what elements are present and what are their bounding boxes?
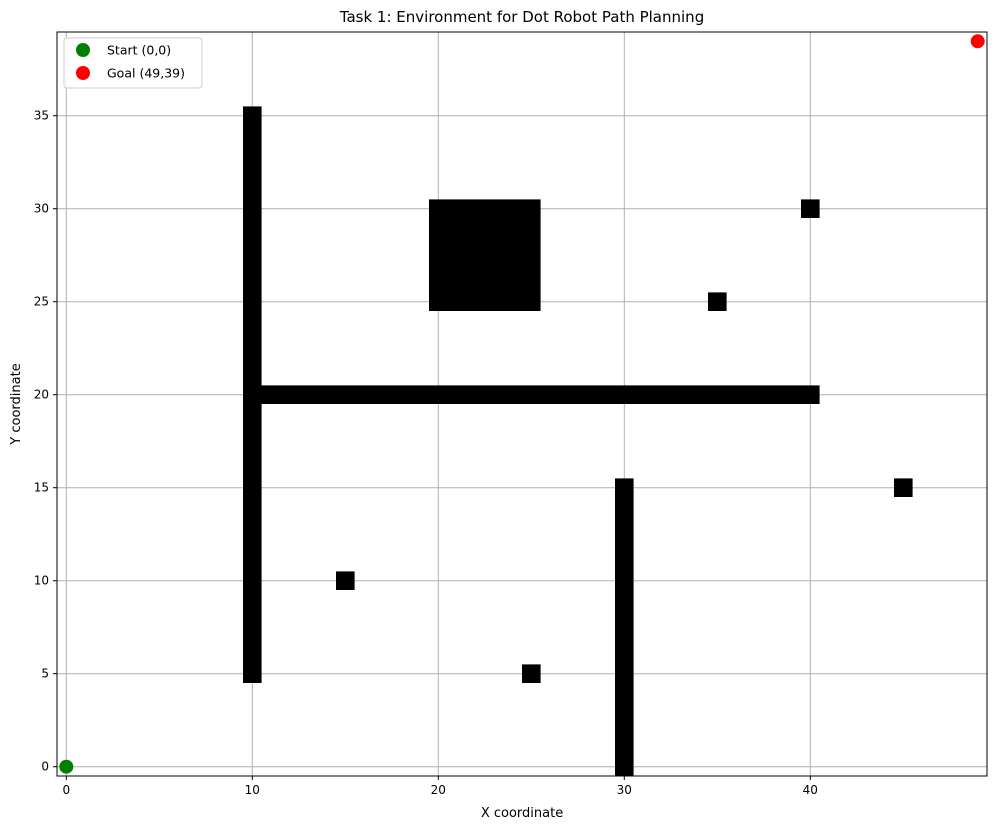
obstacle — [615, 478, 634, 776]
legend-goal-label: Goal (49,39) — [107, 66, 185, 81]
tick-layer: 0 10 20 30 40 0 5 10 15 20 25 30 35 — [34, 109, 818, 797]
goal-point — [970, 34, 985, 49]
x-tick-label: 40 — [803, 783, 818, 797]
obstacle — [336, 571, 355, 590]
obstacle — [429, 199, 541, 311]
obstacle — [708, 292, 727, 311]
y-tick-label: 20 — [34, 388, 49, 402]
chart-title: Task 1: Environment for Dot Robot Path P… — [339, 8, 704, 26]
y-tick-label: 35 — [34, 109, 49, 123]
y-tick-label: 30 — [34, 202, 49, 216]
legend-start-label: Start (0,0) — [107, 43, 171, 58]
obstacle — [894, 478, 913, 497]
legend-start-marker — [76, 43, 90, 57]
start-point — [59, 759, 74, 774]
y-axis-label: Y coordinate — [9, 363, 24, 445]
y-tick-label: 10 — [34, 574, 49, 588]
point-layer — [59, 34, 985, 774]
obstacle — [801, 199, 820, 218]
y-tick-label: 0 — [41, 760, 49, 774]
plot-frame — [56, 31, 988, 777]
legend: Start (0,0) Goal (49,39) — [63, 37, 203, 89]
legend-box — [63, 37, 203, 89]
y-tick-label: 25 — [34, 295, 49, 309]
obstacle — [243, 385, 820, 404]
legend-goal-marker — [76, 66, 90, 80]
obstacle — [522, 664, 541, 683]
x-tick-label: 0 — [62, 783, 70, 797]
x-tick-label: 10 — [245, 783, 260, 797]
obstacle-layer — [243, 106, 913, 776]
x-tick-label: 20 — [431, 783, 446, 797]
x-axis-label: X coordinate — [481, 806, 563, 821]
x-tick-label: 30 — [617, 783, 632, 797]
y-tick-label: 15 — [34, 481, 49, 495]
y-tick-label: 5 — [41, 667, 49, 681]
